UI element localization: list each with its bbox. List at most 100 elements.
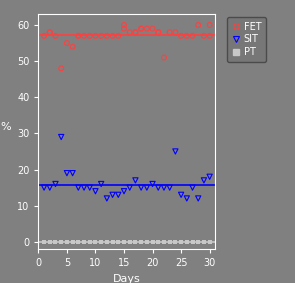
Point (82, 34, 86, 38)
Point (99, 34, 104, 38)
Point (99, 239, 104, 244)
Point (139, 26, 143, 31)
Point (47, 185, 52, 190)
Point (156, 239, 160, 244)
Point (110, 192, 115, 197)
Point (116, 239, 121, 244)
Point (110, 239, 115, 244)
Point (47, 239, 52, 244)
Point (162, 185, 166, 190)
Point (47, 30, 52, 35)
Point (110, 34, 115, 38)
Point (76, 239, 81, 244)
Point (76, 34, 81, 38)
Point (42, 239, 46, 244)
Point (122, 23, 126, 27)
Point (156, 30, 160, 35)
Point (179, 34, 183, 38)
Point (70, 171, 75, 175)
Point (122, 239, 126, 244)
Point (87, 34, 92, 38)
Point (207, 23, 212, 27)
Legend: FET, SIT, PT: FET, SIT, PT (227, 17, 266, 62)
Point (201, 178, 206, 183)
Point (207, 239, 212, 244)
Point (150, 182, 155, 186)
Point (184, 196, 189, 201)
Point (116, 34, 121, 38)
Point (87, 239, 92, 244)
Point (59, 66, 63, 71)
Point (145, 239, 149, 244)
Point (167, 185, 172, 190)
Point (133, 30, 138, 35)
Point (133, 30, 138, 35)
Point (70, 44, 75, 49)
Point (122, 189, 126, 194)
Point (82, 239, 86, 244)
X-axis label: Days: Days (113, 274, 141, 283)
Point (76, 34, 81, 38)
Point (53, 182, 58, 186)
Point (47, 30, 52, 35)
Point (150, 239, 155, 244)
Point (59, 239, 63, 244)
Point (167, 30, 172, 35)
Point (173, 30, 178, 35)
Point (99, 182, 104, 186)
Point (156, 30, 160, 35)
Point (162, 55, 166, 60)
Point (65, 171, 69, 175)
Point (127, 30, 132, 35)
Point (104, 239, 109, 244)
Point (42, 185, 46, 190)
Point (59, 135, 63, 139)
Point (156, 185, 160, 190)
Point (196, 196, 201, 201)
Point (201, 239, 206, 244)
Point (173, 239, 178, 244)
Point (184, 34, 189, 38)
Point (82, 185, 86, 190)
Point (87, 185, 92, 190)
Point (42, 34, 46, 38)
Point (93, 189, 98, 194)
Y-axis label: %: % (1, 122, 11, 132)
Point (190, 239, 195, 244)
Point (184, 239, 189, 244)
Point (179, 239, 183, 244)
Point (173, 149, 178, 154)
Point (127, 239, 132, 244)
Point (93, 239, 98, 244)
Point (104, 34, 109, 38)
Point (139, 239, 143, 244)
Point (139, 26, 143, 31)
Point (65, 239, 69, 244)
Point (133, 239, 138, 244)
Point (196, 23, 201, 27)
Point (122, 26, 126, 31)
Point (70, 239, 75, 244)
Point (162, 239, 166, 244)
Point (190, 34, 195, 38)
Point (76, 185, 81, 190)
Point (133, 178, 138, 183)
Point (93, 34, 98, 38)
Point (150, 26, 155, 31)
Point (53, 34, 58, 38)
Point (196, 239, 201, 244)
Point (145, 185, 149, 190)
Point (53, 239, 58, 244)
Point (190, 185, 195, 190)
Point (127, 185, 132, 190)
Point (145, 26, 149, 31)
Point (116, 192, 121, 197)
Point (201, 34, 206, 38)
Point (139, 185, 143, 190)
Point (207, 34, 212, 38)
Point (167, 239, 172, 244)
Point (207, 175, 212, 179)
Point (104, 196, 109, 201)
Point (179, 192, 183, 197)
Point (65, 41, 69, 45)
